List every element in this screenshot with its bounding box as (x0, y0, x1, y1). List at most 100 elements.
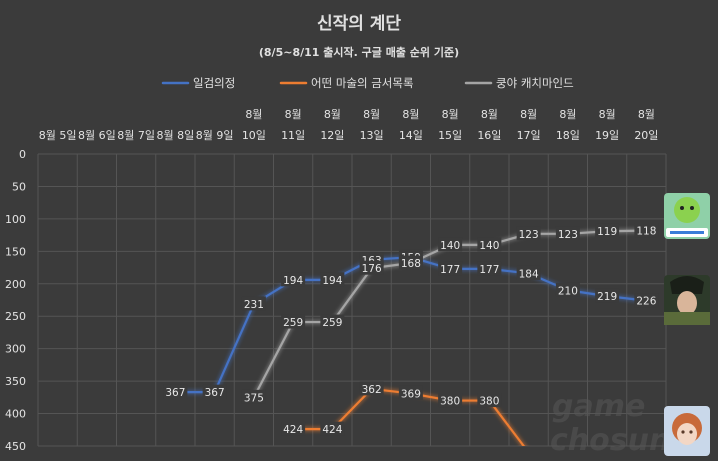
x-tick-label: 12일 (320, 128, 344, 142)
x-tick-label: 8월 9일 (196, 128, 234, 142)
data-label-bg (281, 272, 306, 287)
data-label-bg (281, 421, 306, 436)
x-tick-label-line1: 8월 (363, 108, 380, 121)
data-label-bg (398, 385, 423, 400)
data-label: 231 (244, 299, 264, 311)
data-label: 168 (401, 258, 421, 270)
x-tick-label-line1: 8월 (245, 108, 262, 121)
data-label: 380 (479, 396, 499, 408)
x-tick-label-line1: 8월 (599, 108, 616, 121)
data-label-bg (555, 226, 580, 241)
game-icons (664, 193, 710, 456)
data-label: 375 (244, 392, 264, 404)
data-label: 367 (205, 387, 225, 399)
x-tick-label: 14일 (399, 128, 423, 142)
data-label: 424 (283, 424, 303, 436)
y-tick-label: 150 (5, 245, 26, 258)
x-tick-label-line1: 8월 (402, 108, 419, 121)
chart-title: 신작의 계단 (317, 14, 401, 34)
x-tick-label-line1: 8월 (520, 108, 537, 121)
y-axis-ticks: 0 50 100 150 200 250 300 350 400 450 (5, 148, 26, 453)
data-label: 184 (519, 268, 539, 280)
x-tick-label: 16일 (477, 128, 501, 142)
y-tick-label: 300 (5, 343, 26, 356)
data-label: 119 (597, 226, 617, 238)
netmarble-game-icon (664, 193, 710, 239)
data-label-bg (163, 384, 188, 399)
data-label: 118 (636, 226, 656, 238)
series-line (175, 256, 647, 394)
x-tick-label: 17일 (517, 128, 541, 142)
y-tick-label: 0 (19, 148, 26, 161)
x-tick-label: 15일 (438, 128, 462, 142)
x-tick-label: 20일 (634, 128, 658, 142)
data-label: 424 (322, 424, 342, 436)
anime-game-icon (664, 406, 710, 456)
data-label-bg (516, 226, 541, 241)
data-label: 369 (401, 388, 421, 400)
x-tick-label-line1: 8월 (442, 108, 459, 121)
legend: 일검의정 어떤 마술의 금서목록 쿵야 캐치마인드 (161, 76, 574, 90)
x-tick-label: 8월 5일 (39, 128, 77, 142)
watermark-word-1: game (552, 389, 645, 424)
x-tick-label-line1: 8월 (481, 108, 498, 121)
watermark-word-2: chosun (550, 423, 670, 458)
x-tick-label-line1: 8월 (638, 108, 655, 121)
data-labels: 3673672311941941631591771771842102192264… (163, 223, 659, 436)
data-label-bg (438, 393, 463, 408)
legend-label: 쿵야 캐치마인드 (496, 76, 574, 90)
data-label-bg (634, 223, 659, 238)
x-tick-label: 18일 (556, 128, 580, 142)
data-label: 367 (165, 387, 185, 399)
x-tick-label: 19일 (595, 128, 619, 142)
data-label: 177 (440, 264, 460, 276)
data-label-bg (359, 381, 384, 396)
data-label-bg (595, 223, 620, 238)
data-label: 210 (558, 285, 578, 297)
data-label-bg (477, 393, 502, 408)
data-label: 194 (322, 275, 342, 287)
y-tick-label: 200 (5, 278, 26, 291)
data-label-bg (241, 296, 266, 311)
data-label-bg (634, 293, 659, 308)
x-tick-label-line1: 8월 (285, 108, 302, 121)
data-label-bg (398, 255, 423, 270)
data-label: 259 (322, 317, 342, 329)
data-label-bg (320, 314, 345, 329)
data-label: 226 (636, 296, 656, 308)
chart-subtitle: (8/5~8/11 출시작. 구글 매출 순위 기준) (259, 45, 459, 59)
data-label-bg (320, 272, 345, 287)
x-tick-label: 8월 7일 (117, 128, 155, 142)
x-tick-label: 10일 (242, 128, 266, 142)
grid (37, 153, 667, 447)
y-tick-label: 400 (5, 408, 26, 421)
x-axis-ticks: 8월 5일 8월 6일 8월 7일 8월 8일 8월 9일 8월 10일 8월 11일 8월 12일… (39, 108, 659, 142)
data-label-bg (438, 237, 463, 252)
data-label-bg (595, 288, 620, 303)
x-tick-label-line1: 8월 (324, 108, 341, 121)
data-label-bg (516, 265, 541, 280)
data-label: 219 (597, 291, 617, 303)
data-label: 176 (362, 263, 382, 275)
data-label-bg (477, 237, 502, 252)
y-tick-label: 450 (5, 440, 26, 453)
data-label: 259 (283, 317, 303, 329)
watermark: game chosun (550, 389, 670, 458)
y-tick-label: 100 (5, 213, 26, 226)
data-label: 177 (479, 264, 499, 276)
data-label-bg (241, 389, 266, 404)
data-label: 140 (440, 240, 460, 252)
data-label-bg (438, 261, 463, 276)
data-label: 123 (558, 229, 578, 241)
x-tick-label: 13일 (360, 128, 384, 142)
data-label-bg (555, 282, 580, 297)
data-label-bg (320, 421, 345, 436)
data-label: 123 (519, 229, 539, 241)
y-tick-label: 250 (5, 310, 26, 323)
x-tick-label: 8월 6일 (78, 128, 116, 142)
data-label: 362 (362, 384, 382, 396)
warrior-game-icon (664, 275, 710, 325)
data-label: 380 (440, 396, 460, 408)
legend-label: 일검의정 (193, 76, 235, 90)
data-label-bg (477, 261, 502, 276)
